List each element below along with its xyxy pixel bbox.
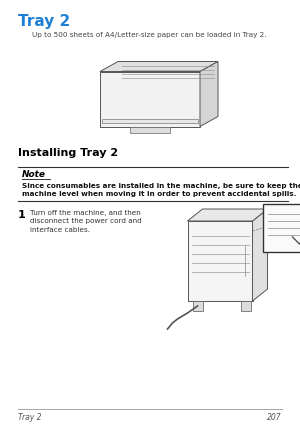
Text: 207: 207 <box>267 412 282 421</box>
Text: Turn off the machine, and then
disconnect the power cord and
interface cables.: Turn off the machine, and then disconnec… <box>30 210 142 233</box>
Text: Tray 2: Tray 2 <box>18 14 70 29</box>
Bar <box>262 204 300 253</box>
Polygon shape <box>100 62 218 72</box>
Text: 1: 1 <box>18 210 26 219</box>
Polygon shape <box>253 210 268 301</box>
Polygon shape <box>200 62 218 127</box>
Polygon shape <box>100 72 200 127</box>
Text: Note: Note <box>22 170 46 178</box>
Polygon shape <box>102 119 198 123</box>
Polygon shape <box>130 127 170 133</box>
Polygon shape <box>188 222 253 301</box>
Text: Installing Tray 2: Installing Tray 2 <box>18 148 118 158</box>
Text: Tray 2: Tray 2 <box>18 412 41 421</box>
Text: Since consumables are installed in the machine, be sure to keep the
machine leve: Since consumables are installed in the m… <box>22 183 300 196</box>
Polygon shape <box>188 210 268 222</box>
Polygon shape <box>193 301 202 311</box>
Text: Up to 500 sheets of A4/Letter-size paper can be loaded in Tray 2.: Up to 500 sheets of A4/Letter-size paper… <box>32 32 266 38</box>
Polygon shape <box>241 301 250 311</box>
